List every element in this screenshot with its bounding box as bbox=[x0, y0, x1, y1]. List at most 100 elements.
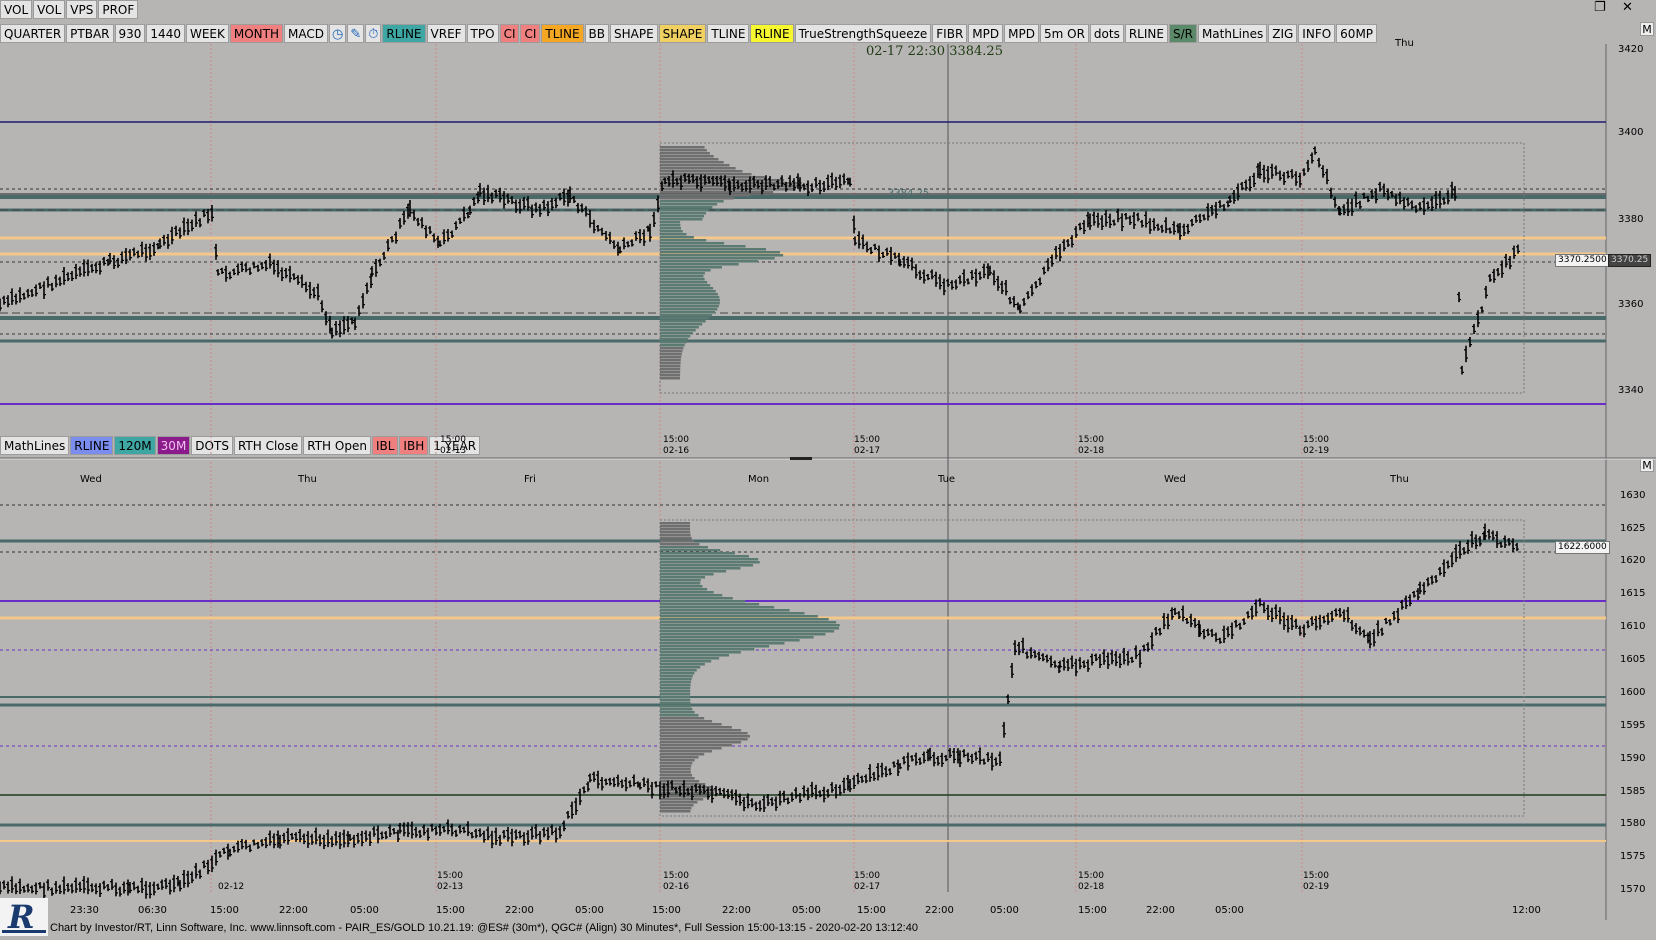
price-axis-tick: 1585 bbox=[1620, 786, 1646, 797]
toolbar-button-info[interactable]: INFO bbox=[1298, 24, 1336, 43]
volume-profile-bar bbox=[660, 558, 759, 561]
toolbar-button-dots[interactable]: DOTS bbox=[191, 436, 233, 455]
price-axis-tick: 1615 bbox=[1620, 588, 1646, 599]
volume-profile-bar bbox=[660, 669, 697, 672]
time-axis-label: 15:00 bbox=[652, 905, 681, 916]
volume-profile-bar bbox=[660, 633, 826, 636]
toolbar-button-tpo[interactable]: TPO bbox=[466, 24, 499, 43]
toolbar-button-rline[interactable]: RLINE bbox=[1124, 24, 1168, 43]
toolbar-button-30m[interactable]: 30M bbox=[156, 436, 191, 455]
toolbar-button-rline[interactable]: RLINE bbox=[382, 24, 426, 43]
toolbar-button-5m-or[interactable]: 5m OR bbox=[1039, 24, 1089, 43]
price-axis-tick: 3420 bbox=[1618, 44, 1644, 55]
volume-profile-bar bbox=[660, 657, 720, 660]
volume-profile-bar bbox=[660, 167, 736, 170]
toolbar-button-mathlines[interactable]: MathLines bbox=[0, 436, 70, 455]
toolbar-button-1440[interactable]: 1440 bbox=[146, 24, 185, 43]
toolbar-button-930[interactable]: 930 bbox=[114, 24, 146, 43]
volume-profile-bar bbox=[660, 314, 713, 317]
volume-profile-bar bbox=[660, 146, 705, 149]
toolbar-button-month[interactable]: MONTH bbox=[229, 24, 284, 43]
volume-profile-bar bbox=[660, 149, 707, 152]
toolbar-button-shape[interactable]: SHAPE bbox=[658, 24, 707, 43]
pencil-icon[interactable]: ✎ bbox=[347, 24, 365, 43]
toolbar-button-mpd[interactable]: MPD bbox=[1004, 24, 1039, 43]
time-axis-label: 15:00 bbox=[436, 905, 465, 916]
toolbar-button-shape[interactable]: SHAPE bbox=[610, 24, 658, 43]
toolbar-button-vref[interactable]: VREF bbox=[426, 24, 466, 43]
volume-profile-bar bbox=[660, 798, 704, 801]
volume-profile-bar bbox=[660, 278, 705, 281]
toolbar-button-rth-close[interactable]: RTH Close bbox=[233, 436, 303, 455]
volume-profile-bar bbox=[660, 693, 691, 696]
toolbar-button-bb[interactable]: BB bbox=[584, 24, 609, 43]
volume-profile-bar bbox=[660, 356, 682, 359]
top-toolbar: VOL VOL VPS PROF bbox=[0, 0, 139, 19]
toolbar-button-tline[interactable]: TLINE bbox=[541, 24, 584, 43]
restore-window-icon[interactable]: ❐ bbox=[1594, 0, 1606, 15]
volume-profile-bar bbox=[660, 374, 681, 377]
toolbar-button-quarter[interactable]: QUARTER bbox=[0, 24, 66, 43]
volume-profile-bar bbox=[660, 218, 703, 221]
volume-profile-bar bbox=[660, 188, 796, 191]
volume-profile-bar bbox=[660, 528, 691, 531]
volume-profile-bar bbox=[660, 209, 709, 212]
toolbar-button-s-r[interactable]: S/R bbox=[1168, 24, 1197, 43]
volume-profile-bar bbox=[660, 338, 689, 341]
toolbar-button-ci[interactable]: CI bbox=[499, 24, 520, 43]
study-button-vol[interactable]: VOL bbox=[33, 0, 66, 19]
volume-profile-bar bbox=[660, 344, 685, 347]
toolbar-button-120m[interactable]: 120M bbox=[114, 436, 156, 455]
session-time-label: 15:00 bbox=[663, 435, 689, 445]
volume-profile-bar bbox=[660, 281, 708, 284]
session-date-label: 02-18 bbox=[1078, 446, 1105, 456]
toolbar-button-rline[interactable]: RLINE bbox=[750, 24, 794, 43]
volume-profile-bar bbox=[660, 639, 800, 642]
toolbar-button-ibh[interactable]: IBH bbox=[399, 436, 429, 455]
price-chart-area[interactable] bbox=[0, 0, 1656, 920]
volume-profile-bar bbox=[660, 197, 734, 200]
time-axis-label: 22:00 bbox=[1146, 905, 1175, 916]
clock-icon[interactable]: ◷ bbox=[329, 24, 347, 43]
volume-profile-bar bbox=[660, 287, 714, 290]
volume-profile-bar bbox=[660, 591, 714, 594]
toolbar-button-ptbar[interactable]: PTBAR bbox=[66, 24, 114, 43]
study-button-vol[interactable]: VOL bbox=[0, 0, 33, 19]
pane-splitter-handle bbox=[790, 457, 812, 460]
volume-profile-bar bbox=[660, 221, 681, 224]
toolbar-button-ibl[interactable]: IBL bbox=[371, 436, 399, 455]
volume-profile-bar bbox=[660, 687, 691, 690]
session-date-label: 02-12 bbox=[218, 882, 245, 892]
toolbar-button-week[interactable]: WEEK bbox=[185, 24, 229, 43]
toolbar-button-rline[interactable]: RLINE bbox=[70, 436, 114, 455]
toolbar-button-fibr[interactable]: FIBR bbox=[932, 24, 968, 43]
toolbar-button-mpd[interactable]: MPD bbox=[968, 24, 1004, 43]
stopwatch-icon[interactable]: ⏱ bbox=[365, 24, 382, 43]
volume-profile-bar bbox=[660, 191, 774, 194]
toolbar-button-dots[interactable]: dots bbox=[1089, 24, 1124, 43]
toolbar-button-1-year[interactable]: 1 YEAR bbox=[429, 436, 481, 455]
volume-profile-bar bbox=[660, 173, 752, 176]
price-axis-tick: 3380 bbox=[1618, 214, 1644, 225]
volume-profile-bar bbox=[660, 537, 692, 540]
toolbar-button-60mp[interactable]: 60MP bbox=[1336, 24, 1378, 43]
close-window-icon[interactable]: ✕ bbox=[1622, 0, 1633, 15]
toolbar-button-zig[interactable]: ZIG bbox=[1268, 24, 1298, 43]
toolbar-button-ci[interactable]: CI bbox=[520, 24, 541, 43]
maximize-pane-button-top[interactable]: M bbox=[1640, 22, 1654, 36]
time-axis-label: 05:00 bbox=[575, 905, 604, 916]
toolbar-button-truestrengthsqueeze[interactable]: TrueStrengthSqueeze bbox=[794, 24, 932, 43]
volume-profile-bar bbox=[660, 735, 750, 738]
volume-profile-bar bbox=[660, 678, 692, 681]
toolbar-button-macd[interactable]: MACD bbox=[284, 24, 328, 43]
toolbar-button-tline[interactable]: TLINE bbox=[707, 24, 750, 43]
session-time-label: 15:00 bbox=[1303, 871, 1329, 881]
study-button-vps[interactable]: VPS bbox=[66, 0, 98, 19]
time-axis-label: 06:30 bbox=[138, 905, 167, 916]
volume-profile-bar bbox=[660, 534, 691, 537]
toolbar-button-rth-open[interactable]: RTH Open bbox=[303, 436, 371, 455]
volume-profile-bar bbox=[660, 777, 695, 780]
volume-profile-bar bbox=[660, 570, 727, 573]
toolbar-button-mathlines[interactable]: MathLines bbox=[1197, 24, 1268, 43]
study-button-prof[interactable]: PROF bbox=[98, 0, 139, 19]
